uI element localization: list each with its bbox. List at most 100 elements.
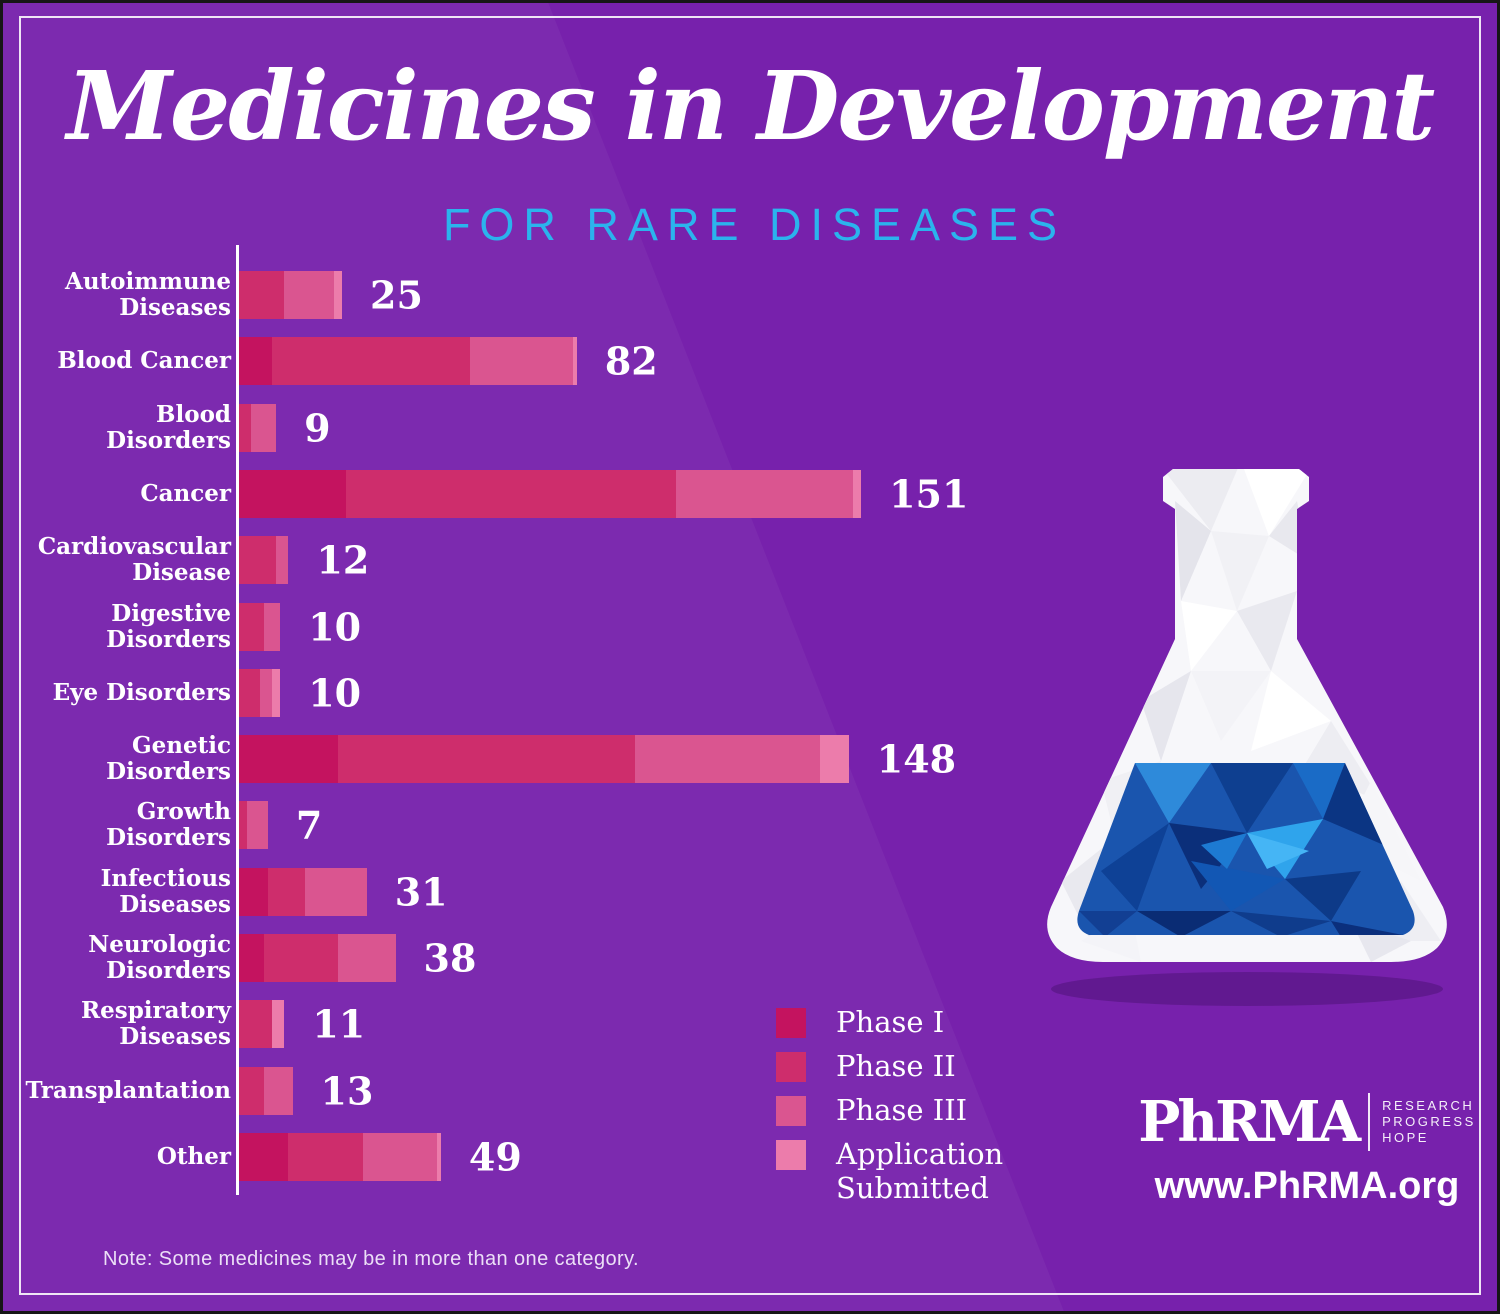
flask-shadow (1051, 972, 1443, 1006)
bar-value: 10 (308, 670, 362, 716)
logo-tagline: RESEARCH PROGRESS HOPE (1382, 1098, 1476, 1146)
chart-row: Genetic Disorders 148 (3, 732, 1497, 786)
legend-swatch-phase2 (776, 1052, 806, 1082)
bar-value: 10 (308, 604, 362, 649)
stacked-bar (239, 668, 281, 717)
legend-item: Phase II (776, 1049, 1003, 1083)
bar-segment-phase3 (247, 801, 268, 850)
stacked-bar (239, 403, 277, 452)
category-label: Cardiovascular Disease (37, 533, 231, 587)
category-label: Eye Disorders (52, 678, 231, 706)
legend-item: Phase III (776, 1093, 1003, 1127)
bar-segment-phase2 (239, 801, 248, 850)
stacked-bar (239, 735, 849, 784)
chart-axis-line (236, 245, 239, 1195)
category-label: Blood Cancer (57, 347, 231, 375)
bar-segment-phase3 (276, 536, 289, 585)
bar-value: 13 (320, 1068, 374, 1114)
category-label: Digestive Disorders (106, 599, 231, 653)
bar-segment-phase2 (239, 668, 260, 717)
chart-row: Infectious Diseases 31 (3, 865, 1497, 917)
flask-illustration (1047, 469, 1447, 1006)
bar-segment-phase1 (239, 1132, 289, 1181)
bar-segment-application (271, 1000, 285, 1049)
chart-row: Cancer 151 (3, 469, 1497, 518)
bar-segment-phase1 (239, 735, 338, 784)
tagline-hope: HOPE (1382, 1130, 1429, 1145)
legend-item: Phase I (776, 1005, 1003, 1039)
footnote: Note: Some medicines may be in more than… (103, 1248, 639, 1270)
chart-row: Blood Disorders 9 (3, 400, 1497, 454)
tagline-progress: PROGRESS (1382, 1114, 1476, 1129)
bar-segment-phase2 (288, 1132, 363, 1181)
bar-segment-phase2 (239, 536, 277, 585)
page-subtitle: FOR RARE DISEASES (442, 199, 1067, 250)
stacked-bar (239, 934, 396, 982)
bar-segment-phase3 (251, 403, 277, 452)
legend-swatch-phase1 (776, 1008, 806, 1038)
legend-label: Phase III (836, 1093, 968, 1127)
chart-row: Growth Disorders 7 (3, 798, 1497, 852)
bar-segment-phase3 (304, 867, 367, 916)
stacked-bar (239, 1066, 293, 1115)
category-label: Neurologic Disorders (88, 931, 231, 984)
bar-segment-phase3 (469, 337, 573, 386)
bar-value: 12 (316, 537, 370, 583)
phrma-logo-text: PhRMA (1138, 1089, 1361, 1155)
bar-value: 31 (394, 869, 448, 915)
bar-value: 9 (304, 405, 331, 451)
bar-segment-application (271, 668, 281, 717)
category-label: Other (156, 1142, 231, 1170)
bar-segment-application (572, 337, 577, 386)
phrma-logo: PhRMA RESEARCH PROGRESS HOPE www.PhRMA.o… (1138, 1089, 1473, 1208)
chart-row: Eye Disorders 10 (3, 668, 1497, 717)
stacked-bar (239, 867, 367, 916)
category-label: Growth Disorders (106, 798, 231, 852)
stacked-bar (239, 337, 577, 386)
category-label: Transplantation (25, 1076, 231, 1104)
bar-segment-application (333, 271, 342, 319)
chart-row: Other 49 (3, 1132, 1497, 1181)
bar-value: 49 (468, 1134, 522, 1180)
bar-segment-phase1 (239, 337, 272, 386)
bar-segment-application (819, 735, 849, 784)
stacked-bar (239, 1000, 285, 1049)
bar-value: 7 (295, 802, 323, 848)
bar-segment-phase2 (346, 469, 676, 518)
bar-value: 11 (312, 1001, 366, 1047)
bar-value: 38 (423, 935, 477, 981)
chart-row: Blood Cancer 82 (3, 337, 1497, 386)
category-label: Genetic Disorders (106, 732, 231, 786)
bar-segment-phase3 (337, 934, 396, 982)
bar-segment-phase1 (239, 469, 347, 518)
bar-segment-phase3 (634, 735, 820, 784)
chart-row: Transplantation 13 (3, 1066, 1497, 1115)
bar-segment-phase2 (271, 337, 470, 386)
bar-segment-phase2 (239, 271, 285, 319)
bar-value: 151 (889, 471, 969, 517)
stacked-bar (239, 602, 281, 651)
bar-segment-phase3 (259, 668, 272, 717)
legend-label: Phase I (836, 1005, 945, 1039)
logo-divider (1368, 1093, 1371, 1151)
bar-value: 25 (370, 272, 423, 318)
bar-segment-phase3 (362, 1132, 437, 1181)
bar-segment-phase3 (263, 1066, 293, 1115)
bar-segment-phase2 (239, 602, 264, 651)
bar-segment-phase2 (239, 1066, 264, 1115)
chart-row: Neurologic Disorders 38 (3, 931, 1497, 984)
bar-segment-application (436, 1132, 441, 1181)
bar-segment-phase3 (284, 271, 334, 319)
bar-segment-phase2 (337, 735, 635, 784)
legend-label: Application Submitted (836, 1137, 1004, 1205)
chart-legend: Phase I Phase II Phase III Application Subm… (776, 1005, 1003, 1215)
chart-row: Autoimmune Diseases 25 (3, 269, 1497, 321)
category-label: Blood Disorders (106, 400, 231, 454)
legend-label: Phase II (836, 1049, 956, 1083)
bar-segment-phase2 (263, 934, 338, 982)
category-label: Respiratory Diseases (81, 997, 231, 1051)
bar-segment-phase2 (239, 1000, 272, 1049)
stacked-bar (239, 1132, 441, 1181)
bar-segment-phase3 (263, 602, 281, 651)
